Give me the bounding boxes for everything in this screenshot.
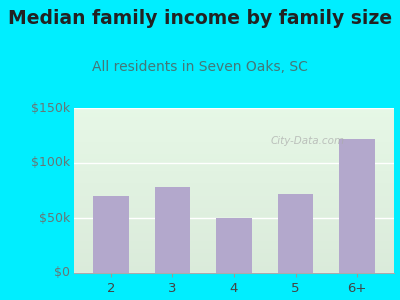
Text: $0: $0 — [54, 266, 70, 280]
Bar — [74, 158, 394, 162]
Bar — [74, 252, 394, 256]
Bar — [74, 186, 394, 191]
Bar — [74, 203, 394, 207]
Bar — [74, 195, 394, 199]
Bar — [74, 178, 394, 182]
Bar — [74, 190, 394, 195]
Bar — [74, 240, 394, 244]
Bar — [74, 232, 394, 236]
Bar — [74, 112, 394, 116]
Bar — [74, 108, 394, 112]
Bar — [74, 248, 394, 252]
Bar — [74, 236, 394, 240]
Bar — [74, 199, 394, 203]
Bar — [74, 116, 394, 120]
Bar — [74, 129, 394, 133]
Text: Median family income by family size: Median family income by family size — [8, 9, 392, 28]
Bar — [74, 149, 394, 153]
Text: $100k: $100k — [31, 157, 70, 169]
Bar — [74, 174, 394, 178]
Bar — [74, 215, 394, 219]
Bar — [74, 256, 394, 261]
Bar — [74, 228, 394, 232]
Bar — [93, 196, 129, 273]
Bar — [74, 182, 394, 186]
Bar — [74, 153, 394, 158]
Bar — [216, 218, 252, 273]
Text: $150k: $150k — [31, 101, 70, 115]
Text: All residents in Seven Oaks, SC: All residents in Seven Oaks, SC — [92, 60, 308, 74]
Bar — [74, 269, 394, 273]
Bar — [74, 133, 394, 137]
Bar — [74, 261, 394, 265]
Bar — [74, 120, 394, 124]
Bar — [74, 124, 394, 129]
Bar — [155, 187, 190, 273]
Bar — [278, 194, 313, 273]
Text: $50k: $50k — [39, 212, 70, 224]
Bar — [74, 170, 394, 174]
Bar — [74, 162, 394, 166]
Bar — [74, 141, 394, 145]
Bar — [74, 265, 394, 269]
Bar — [74, 145, 394, 149]
Bar — [74, 211, 394, 215]
Bar — [74, 137, 394, 141]
Bar — [74, 166, 394, 170]
Bar — [339, 139, 375, 273]
Bar — [74, 219, 394, 224]
Bar — [74, 244, 394, 248]
Text: City-Data.com: City-Data.com — [270, 136, 345, 146]
Bar — [74, 224, 394, 228]
Bar — [74, 207, 394, 211]
